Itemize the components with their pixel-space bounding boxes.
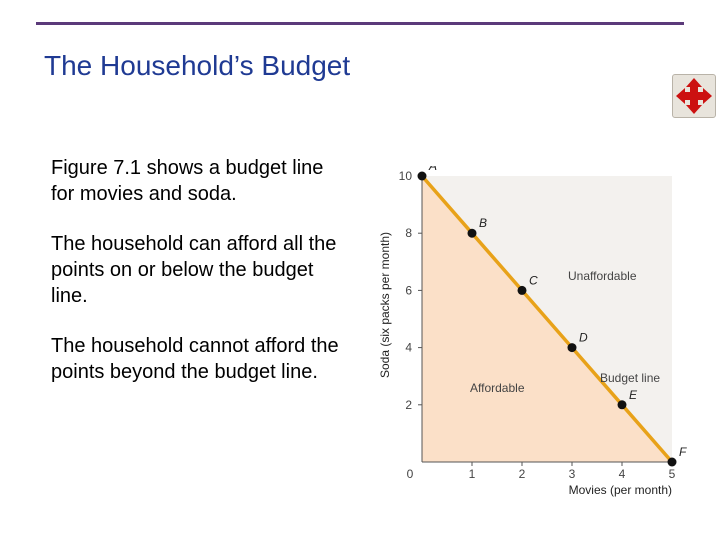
y-tick-label: 4 — [405, 341, 412, 355]
data-point — [617, 400, 627, 410]
data-point — [417, 171, 427, 181]
unaffordable-label: Unaffordable — [568, 269, 637, 283]
x-tick-label: 2 — [519, 467, 526, 481]
y-tick-label: 8 — [405, 226, 412, 240]
x-tick-label: 5 — [669, 467, 676, 481]
data-point — [517, 285, 527, 295]
point-label: A — [428, 166, 437, 173]
point-label: D — [579, 331, 588, 345]
point-label: E — [629, 388, 638, 402]
body-text: Figure 7.1 shows a budget line for movie… — [51, 155, 351, 409]
chart-svg: 2 4 6 8 10 0 1 2 3 4 5 Movies (per month) Soda (six … — [378, 159, 687, 497]
x-tick-label: 0 — [407, 467, 414, 481]
data-point — [667, 457, 677, 467]
paragraph-2: The household can afford all the points … — [51, 233, 337, 307]
move-button[interactable] — [672, 74, 716, 118]
budget-line-chart: 2 4 6 8 10 0 1 2 3 4 5 Movies (per month) Soda (six … — [372, 159, 692, 506]
budget-line — [420, 174, 674, 464]
affordable-label: Affordable — [470, 381, 525, 395]
point-label: C — [529, 273, 538, 287]
x-tick-label: 3 — [569, 467, 576, 481]
y-tick-label: 10 — [399, 169, 413, 183]
y-axis-title: Soda (six packs per month) — [378, 232, 392, 378]
point-label: B — [479, 216, 487, 230]
top-rule — [36, 22, 684, 25]
x-tick-label: 1 — [469, 467, 476, 481]
y-tick-label: 2 — [405, 398, 412, 412]
paragraph-1: Figure 7.1 shows a budget line for movie… — [51, 157, 324, 205]
budget-line-label: Budget line — [600, 371, 660, 385]
point-label: F — [679, 445, 687, 459]
x-tick-label: 4 — [619, 467, 626, 481]
data-point — [467, 228, 477, 238]
x-axis-title: Movies (per month) — [569, 483, 672, 497]
paragraph-3: The household cannot afford the points b… — [51, 335, 339, 383]
data-point — [567, 343, 577, 353]
slide-title: The Household’s Budget — [44, 50, 351, 81]
y-tick-label: 6 — [405, 283, 412, 297]
move-arrows-icon — [676, 78, 712, 114]
